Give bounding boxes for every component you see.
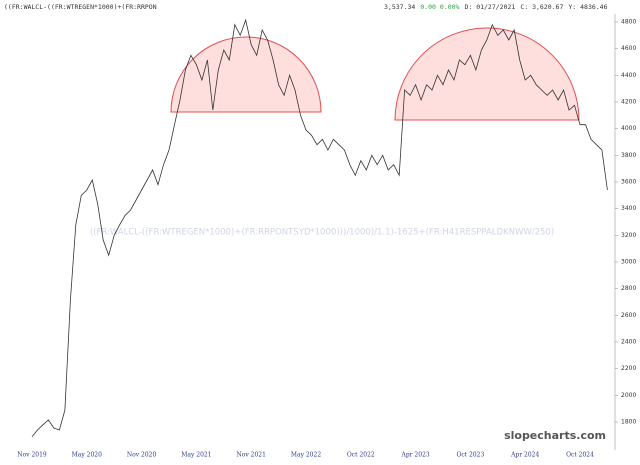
brand-watermark: slopecharts.com <box>504 429 606 442</box>
y-tick-label: 4600 <box>621 45 636 52</box>
y-tick-label: 2800 <box>621 285 636 292</box>
x-tick-label: Apr 2023 <box>400 452 429 459</box>
x-tick-label: Apr 2024 <box>510 452 539 459</box>
y-tick-label: 4200 <box>621 99 636 106</box>
x-tick-label: May 2022 <box>291 452 321 459</box>
header-info: D: 01/27/2021 <box>464 3 515 11</box>
y-tick-label: 4800 <box>621 19 636 26</box>
y-tick-label: 3200 <box>621 232 636 239</box>
y-tick-label: 2400 <box>621 339 636 346</box>
y-tick-label: 2200 <box>621 365 636 372</box>
header-info: 0.00 0.00% <box>420 3 459 11</box>
x-tick-label: Oct 2022 <box>347 452 375 459</box>
x-tick-label: Oct 2024 <box>566 452 594 459</box>
x-tick-label: Nov 2020 <box>127 452 157 459</box>
x-tick-label: May 2021 <box>181 452 211 459</box>
y-tick-label: 4000 <box>621 125 636 132</box>
header-info: C: 3,620.67 <box>520 3 563 11</box>
y-tick-label: 2000 <box>621 392 636 399</box>
header-info: 3,537.34 <box>384 3 415 11</box>
formula-watermark: ((FR:WALCL-((FR:WTREGEN*1000)+(FR:RRPONT… <box>90 228 554 238</box>
y-tick-label: 3400 <box>621 205 636 212</box>
header-info: Y: 4836.46 <box>568 3 607 11</box>
y-tick-label: 4400 <box>621 72 636 79</box>
x-tick-label: Nov 2019 <box>17 452 47 459</box>
y-tick-label: 3000 <box>621 259 636 266</box>
chart-title: ((FR:WALCL-((FR:WTREGEN*1000)+(FR:RRPON <box>4 3 157 11</box>
y-tick-label: 3800 <box>621 152 636 159</box>
y-tick-label: 1800 <box>621 419 636 426</box>
y-tick-label: 3600 <box>621 179 636 186</box>
x-tick-label: Nov 2021 <box>236 452 265 459</box>
x-tick-label: May 2020 <box>72 452 102 459</box>
price-line <box>31 18 608 437</box>
x-tick-label: Oct 2023 <box>456 452 484 459</box>
y-tick-label: 2600 <box>621 312 636 319</box>
